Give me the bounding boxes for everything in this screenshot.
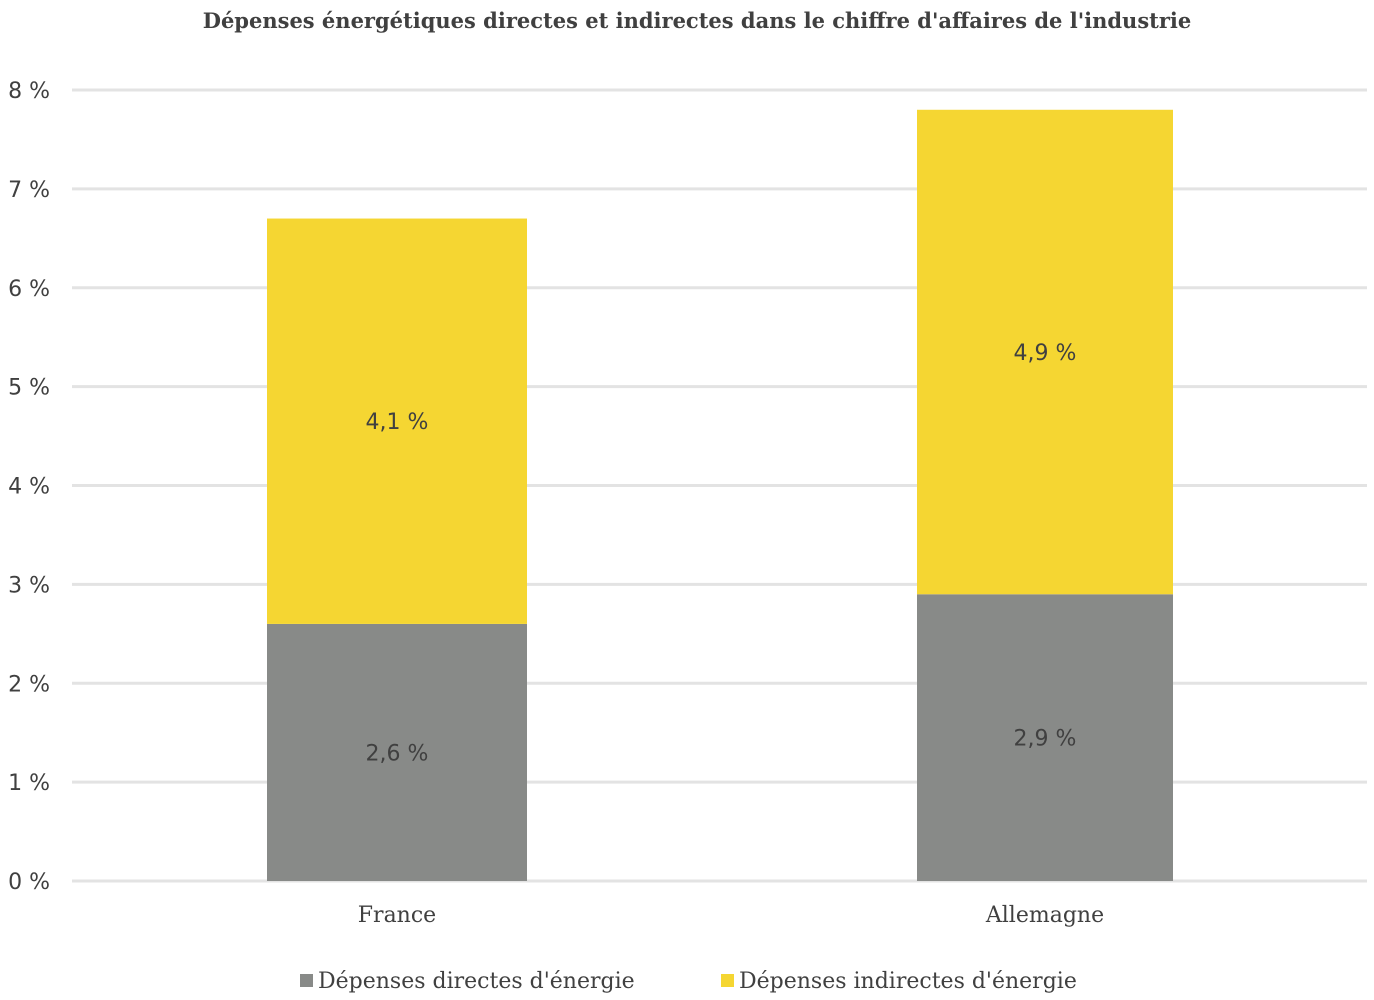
x-axis-category-labels: France Allemagne [358,903,1104,928]
y-tick-label: 7 % [8,178,50,203]
x-category-label: France [358,903,436,928]
legend-label: Dépenses indirectes d'énergie [739,969,1077,994]
data-labels: 2,6 % 4,1 % 2,9 % 4,9 % [366,341,1077,766]
x-category-label: Allemagne [985,903,1104,928]
y-tick-label: 5 % [8,376,50,401]
bar-segment [917,109,1173,595]
y-tick-label: 0 % [8,870,50,895]
legend-swatch [300,974,313,987]
data-label: 2,6 % [366,741,429,766]
y-axis-tick-labels: 0 % 1 % 2 % 3 % 4 % 5 % 6 % 7 % 8 % [8,79,50,895]
data-label: 4,1 % [366,410,429,435]
y-tick-label: 4 % [8,475,50,500]
y-tick-label: 3 % [8,573,50,598]
y-tick-label: 2 % [8,672,50,697]
chart-title: Dépenses énergétiques directes et indire… [203,8,1192,33]
data-label: 4,9 % [1014,341,1077,366]
legend: Dépenses directes d'énergie Dépenses indi… [300,969,1077,994]
bar-segment [917,594,1173,881]
bar-segment [267,218,527,624]
y-tick-label: 8 % [8,79,50,104]
y-tick-label: 6 % [8,277,50,302]
bars [267,109,1173,881]
bar-segment [267,623,527,881]
y-tick-label: 1 % [8,771,50,796]
data-label: 2,9 % [1014,727,1077,752]
legend-swatch [721,974,734,987]
legend-label: Dépenses directes d'énergie [318,969,635,994]
